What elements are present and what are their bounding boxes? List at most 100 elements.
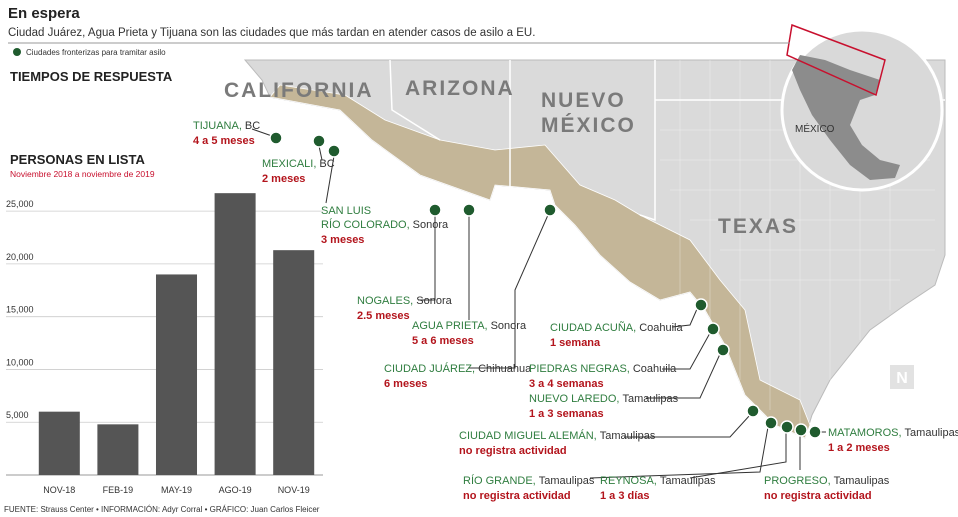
- us-state-label: MÉXICO: [541, 114, 636, 137]
- leader-line: [418, 215, 436, 301]
- city-label: CIUDAD MIGUEL ALEMÁN, Tamaulipas: [459, 429, 656, 442]
- city-label: NOGALES, Sonora: [357, 295, 453, 307]
- city-dot: [794, 423, 808, 437]
- city-label: MEXICALI, BC: [262, 158, 335, 170]
- bar: [273, 250, 315, 475]
- city-name: AGUA PRIETA,: [412, 320, 488, 332]
- y-tick-label: 5,000: [6, 410, 29, 420]
- mx-state-label: CHIHUAHUA: [425, 265, 519, 281]
- city-state: Tamaulipas: [622, 393, 678, 405]
- city-time: 4 a 5 meses: [193, 135, 255, 147]
- subtitle: Ciudad Juárez, Agua Prieta y Tijuana son…: [8, 27, 535, 39]
- city-time: no registra actividad: [463, 490, 571, 502]
- leader-line: [251, 128, 273, 137]
- us-state-label: NUEVO: [541, 89, 626, 112]
- city-dot: [462, 203, 476, 217]
- leader-line: [671, 308, 698, 328]
- mx-state-label: Sonora: [313, 183, 367, 199]
- city-state: Tamaulipas: [600, 430, 656, 442]
- inset-frame: [786, 23, 886, 97]
- city-name: MATAMOROS,: [828, 427, 902, 439]
- city-time: 1 semana: [550, 337, 601, 349]
- city-label: SAN LUIS: [321, 205, 371, 217]
- city-label: RÍO GRANDE, Tamaulipas: [463, 474, 595, 487]
- city-name: CIUDAD ACUÑA,: [550, 321, 636, 334]
- city-label: CIUDAD JUÁREZ, Chihuahua: [384, 362, 532, 375]
- city-label: RÍO COLORADO, Sonora: [321, 218, 449, 231]
- chart-title: PERSONAS EN LISTA: [10, 152, 145, 167]
- city-time: 1 a 3 semanas: [529, 408, 604, 420]
- city-dot: [269, 131, 283, 145]
- city-dot: [808, 425, 822, 439]
- city-state: Chihuahua: [478, 363, 532, 375]
- leader-line: [325, 155, 335, 204]
- city-state: Tamaulipas: [660, 475, 716, 487]
- city-name: SAN LUIS: [321, 205, 371, 217]
- x-tick-label: NOV-18: [43, 485, 75, 495]
- city-name: NOGALES,: [357, 295, 413, 307]
- bar: [214, 193, 256, 475]
- us-state-label: CALIFORNIA: [224, 79, 374, 102]
- city-label: PIEDRAS NEGRAS, Coahuila: [529, 363, 677, 375]
- city-label: NUEVO LAREDO, Tamaulipas: [529, 393, 679, 405]
- y-tick-label: 15,000: [6, 305, 34, 315]
- bar: [155, 274, 198, 475]
- bar: [97, 424, 139, 475]
- city-label: CIUDAD ACUÑA, Coahuila: [550, 321, 683, 334]
- us-state-label: ARIZONA: [405, 77, 515, 100]
- city-state: Tamaulipas: [834, 475, 890, 487]
- chart-subtitle: Noviembre 2018 a noviembre de 2019: [10, 169, 155, 179]
- city-label: REYNOSA, Tamaulipas: [600, 475, 716, 487]
- title: En espera: [8, 5, 80, 22]
- footer: FUENTE: Strauss Center • INFORMACIÓN: Ad…: [4, 505, 320, 514]
- city-time: no registra actividad: [459, 445, 567, 457]
- city-name: CIUDAD JUÁREZ,: [384, 362, 475, 375]
- legend-dot: [13, 48, 21, 56]
- city-dot: [706, 322, 720, 336]
- y-tick-label: 25,000: [6, 199, 34, 209]
- city-label: AGUA PRIETA, Sonora: [412, 320, 527, 332]
- leader-line: [589, 426, 769, 479]
- city-dot: [543, 203, 557, 217]
- city-dot: [327, 144, 341, 158]
- city-time: 1 a 2 meses: [828, 442, 890, 454]
- us-state-label: TEXAS: [718, 215, 798, 238]
- bar: [38, 411, 80, 475]
- x-tick-label: MAY-19: [161, 485, 192, 495]
- leader-line: [468, 214, 549, 369]
- city-label: TIJUANA, BC: [193, 120, 260, 132]
- y-tick-label: 20,000: [6, 252, 34, 262]
- x-tick-label: FEB-19: [103, 485, 134, 495]
- section-title: TIEMPOS DE RESPUESTA: [10, 69, 173, 84]
- city-name: REYNOSA,: [600, 475, 657, 487]
- city-label: PROGRESO, Tamaulipas: [764, 475, 890, 487]
- city-name: RÍO GRANDE,: [463, 474, 536, 487]
- city-time: 6 meses: [384, 378, 427, 390]
- leader-line: [646, 353, 721, 399]
- mx-state-label: TAMAULIPAS: [678, 437, 778, 453]
- city-name: RÍO COLORADO,: [321, 218, 410, 231]
- city-state: Coahuila: [633, 363, 677, 375]
- city-name: MEXICALI,: [262, 158, 316, 170]
- city-dot: [428, 203, 442, 217]
- mx-state-label: NUEVO LEÓN: [611, 406, 714, 423]
- city-dot: [694, 298, 708, 312]
- x-tick-label: AGO-19: [219, 485, 252, 495]
- city-state: BC: [245, 120, 260, 132]
- city-time: no registra actividad: [764, 490, 872, 502]
- city-dot: [312, 134, 326, 148]
- city-state: Sonora: [416, 295, 452, 307]
- city-state: BC: [319, 158, 334, 170]
- city-name: NUEVO LAREDO,: [529, 393, 619, 405]
- city-time: 3 meses: [321, 234, 364, 246]
- city-state: Tamaulipas: [905, 427, 958, 439]
- y-tick-label: 10,000: [6, 357, 34, 367]
- leader-line: [624, 414, 751, 438]
- city-state: Coahuila: [639, 322, 683, 334]
- leader-line: [318, 145, 323, 161]
- city-dot: [746, 404, 760, 418]
- city-label: MATAMOROS, Tamaulipas: [828, 427, 958, 439]
- mx-state-label: COAHUILA: [588, 345, 670, 361]
- city-name: PROGRESO,: [764, 475, 831, 487]
